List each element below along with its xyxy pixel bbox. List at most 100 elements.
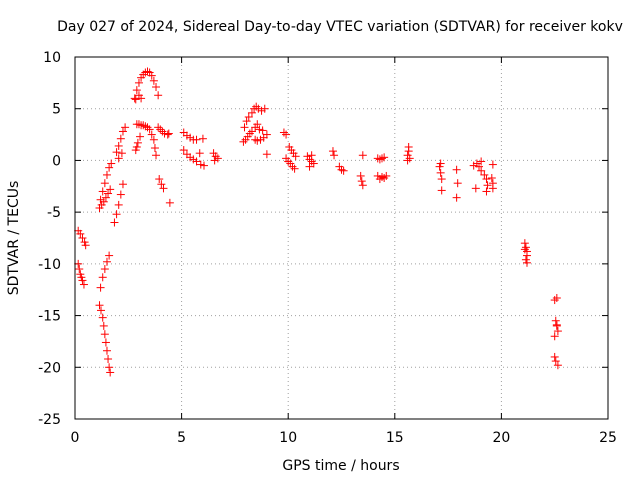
data-point [482,175,491,184]
data-point [437,186,446,195]
y-tick-label: -10 [38,257,61,273]
data-point [99,321,108,330]
data-point [134,120,143,129]
data-point [106,368,115,377]
data-point [139,70,148,79]
data-point [453,179,462,188]
data-point [136,132,145,141]
data-point [150,144,159,153]
data-point [81,241,90,250]
data-point [156,125,165,134]
data-point [78,276,87,285]
x-tick-label: 5 [177,430,186,446]
data-point [101,193,110,202]
data-point [288,162,297,171]
data-point [305,162,314,171]
data-point [192,135,201,144]
data-point [552,320,561,329]
data-point [104,189,113,198]
data-point [147,130,156,139]
x-tick-labels: 0 5 10 15 20 25 [71,430,617,446]
data-point [255,125,264,134]
data-point [378,172,387,181]
data-point [375,155,384,164]
data-point [550,352,559,361]
data-point [102,170,111,179]
data-point [145,125,154,134]
x-tick-label: 0 [71,430,80,446]
x-tick-label: 15 [386,430,404,446]
data-point [522,258,531,267]
data-point [305,155,314,164]
data-point [147,71,156,80]
data-point [75,265,84,274]
data-point [244,112,253,121]
data-point [112,210,121,219]
data-point [116,134,125,143]
data-point [182,131,191,140]
data-point [521,243,530,252]
data-point [165,198,174,207]
data-point [149,135,158,144]
data-point [78,234,87,242]
data-point [118,127,127,136]
data-point [198,134,207,143]
data-point [98,273,107,282]
data-point [97,306,106,315]
data-point [186,133,195,142]
data-point [163,130,172,139]
data-point [552,293,561,302]
y-tick-label: -15 [38,309,61,325]
data-point [452,165,461,174]
data-point [488,184,497,193]
data-point [522,251,531,260]
data-point [240,123,249,132]
data-point [74,259,83,268]
data-point [114,141,123,150]
data-point [98,187,107,196]
data-point [487,174,496,183]
data-point [477,166,486,175]
data-point [330,151,339,160]
data-point [239,137,248,146]
data-point [159,184,168,193]
data-point [247,127,256,136]
data-point [192,157,201,166]
data-point [260,104,269,113]
x-axis-label: GPS time / hours [282,458,399,474]
data-point [253,120,262,129]
data-point [99,197,108,206]
data-point [211,152,220,161]
data-point [210,156,219,165]
data-point [101,338,110,347]
data-point [155,175,164,184]
data-point [96,283,105,292]
data-point [139,121,148,130]
data-point [520,245,529,254]
data-point [152,151,161,160]
data-point [106,185,115,194]
plot-frame [74,56,609,420]
data-point [105,163,114,172]
data-point [550,332,559,341]
data-point [186,153,195,162]
data-point [475,162,484,171]
data-point [257,106,266,115]
data-point [550,296,559,305]
data-point [105,363,114,372]
data-point [179,146,188,155]
data-point [100,179,109,188]
y-tick-label: -25 [38,412,61,428]
data-point [553,361,562,370]
data-point [357,177,366,186]
data-point [358,181,367,190]
data-point [95,301,104,310]
data-point [488,160,497,169]
data-point [116,190,125,199]
data-point [291,152,300,161]
data-point [436,168,445,177]
data-point [282,130,291,139]
data-point [114,200,123,209]
data-point [189,155,198,164]
